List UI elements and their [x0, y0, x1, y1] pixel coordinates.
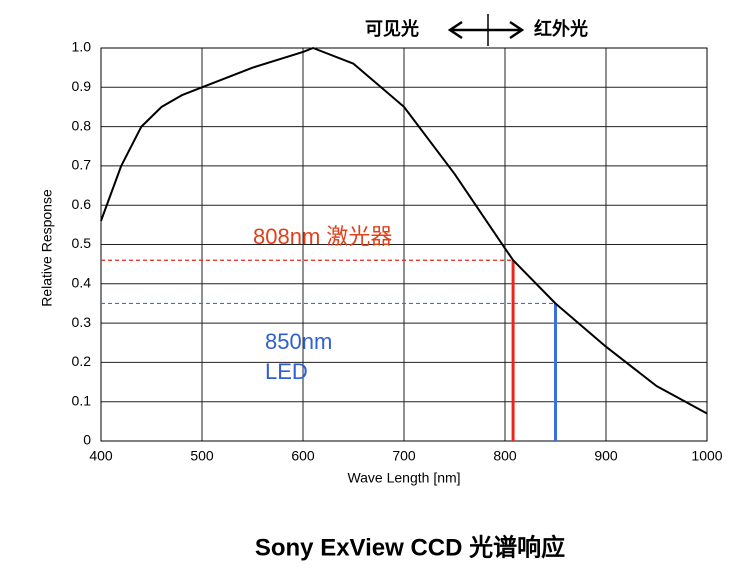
y-tick-label: 1.0 [72, 39, 92, 55]
top-label: 可见光 [365, 18, 419, 39]
y-tick-label: 0.9 [72, 78, 92, 94]
y-tick-label: 0.4 [72, 275, 92, 291]
x-tick-label: 900 [594, 448, 618, 464]
marker-label: 808nm 激光器 [253, 224, 393, 249]
line-series [100, 47, 708, 415]
arrow [447, 14, 525, 46]
x-tick-label: 600 [291, 448, 315, 464]
y-axis-label: Relative Response [39, 189, 55, 307]
y-tick-label: 0 [83, 432, 91, 448]
marker-label: 850nm LED [265, 329, 333, 384]
x-tick-label: 500 [190, 448, 214, 464]
y-tick-label: 0.8 [72, 117, 92, 133]
y-tick-label: 0.3 [72, 314, 92, 330]
y-tick-label: 0.2 [72, 353, 92, 369]
x-tick-label: 1000 [691, 448, 722, 464]
top-label: 红外光 [534, 18, 588, 39]
y-tick-label: 0.6 [72, 196, 92, 212]
y-tick-label: 0.1 [72, 392, 92, 408]
y-tick-label: 0.5 [72, 235, 92, 251]
y-tick-label: 0.7 [72, 157, 92, 173]
x-tick-label: 400 [89, 448, 113, 464]
chart-title: Sony ExView CCD 光谱响应 [255, 533, 565, 561]
x-tick-label: 700 [392, 448, 416, 464]
plot-frame [100, 47, 708, 442]
x-tick-label: 800 [493, 448, 517, 464]
x-axis-label: Wave Length [nm] [347, 470, 460, 486]
